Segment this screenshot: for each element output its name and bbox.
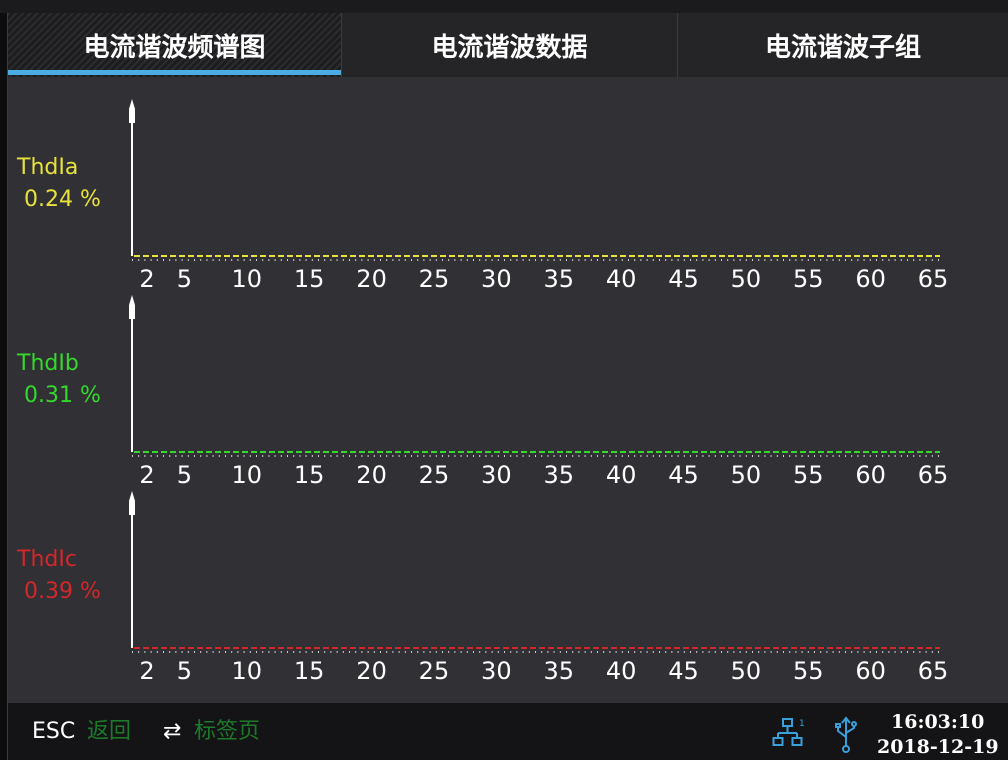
phase-chart-thdic: 2 5 10 15 20 25 30 35 40 45 50 55 60 65 ThdIc 0.39 % [16, 491, 948, 685]
x-tick-label: 10 [232, 657, 263, 685]
x-tick-label: 40 [606, 265, 637, 293]
thd-value-label: 0.39 % [24, 579, 101, 604]
thd-value-label: 0.24 % [24, 187, 101, 212]
tab-harmonic-data[interactable]: 电流谐波数据 [341, 13, 677, 77]
series-name-label: ThdIc [16, 547, 77, 572]
x-tick-label: 2 [139, 265, 154, 293]
x-tick-label: 30 [481, 461, 512, 489]
x-tick-label: 35 [543, 461, 574, 489]
tab-bar: 电流谐波频谱图 电流谐波数据 电流谐波子组 [8, 13, 1008, 77]
harmonic-spectrum-charts: 2 5 10 15 20 25 30 35 40 45 50 55 60 65 ThdIa 0.24 % 2 5 1… [8, 77, 1008, 703]
x-tick-label: 25 [419, 461, 450, 489]
series-name-label: ThdIb [16, 351, 79, 376]
x-tick-label: 2 [139, 657, 154, 685]
x-tick-label: 35 [543, 265, 574, 293]
x-tick-label: 15 [294, 461, 325, 489]
x-tick-label: 45 [668, 657, 699, 685]
tab-label: 电流谐波子组 [764, 32, 921, 63]
x-tick-label: 40 [606, 461, 637, 489]
clock-time: 16:03:10 [891, 711, 985, 733]
x-tick-label: 40 [606, 657, 637, 685]
tab-harmonic-subgroup[interactable]: 电流谐波子组 [677, 13, 1008, 77]
x-tick-label: 10 [232, 265, 263, 293]
tab-harmonic-spectrum[interactable]: 电流谐波频谱图 [8, 13, 341, 77]
swap-arrows-icon: ⇄ [163, 719, 182, 744]
y-axis-arrow [129, 491, 135, 515]
device-screen: 电流谐波频谱图 电流谐波数据 电流谐波子组 2 5 10 15 20 25 30 35 40 45… [8, 13, 1008, 760]
network-icon: 1 [772, 718, 805, 746]
screen-bezel [0, 13, 8, 760]
tab-label: 电流谐波频谱图 [83, 32, 266, 63]
x-tick-label: 55 [793, 461, 824, 489]
clock-date: 2018-12-19 [877, 736, 999, 758]
x-tick-label: 55 [793, 657, 824, 685]
status-bar: ESC 返回 ⇄ 标签页 1 [8, 703, 1008, 760]
x-tick-label: 10 [232, 461, 263, 489]
x-tick-label: 30 [481, 657, 512, 685]
x-tick-label: 25 [419, 657, 450, 685]
x-tick-label: 2 [139, 461, 154, 489]
x-tick-label: 50 [731, 657, 762, 685]
x-tick-label: 60 [855, 461, 886, 489]
x-tick-label: 50 [731, 461, 762, 489]
tab-switch-hint-label: 标签页 [194, 719, 261, 744]
x-tick-label: 50 [731, 265, 762, 293]
x-tick-label: 60 [855, 265, 886, 293]
x-tick-label: 5 [177, 265, 192, 293]
x-tick-label: 20 [356, 657, 387, 685]
x-tick-label: 5 [177, 461, 192, 489]
usb-icon [835, 716, 857, 753]
x-tick-label: 25 [419, 265, 450, 293]
esc-key-hint[interactable]: ESC [32, 719, 76, 744]
svg-text:1: 1 [799, 719, 805, 729]
series-name-label: ThdIa [16, 155, 78, 180]
phase-chart-thdib: 2 5 10 15 20 25 30 35 40 45 50 55 60 65 ThdIb 0.31 % [16, 295, 948, 489]
x-tick-label: 65 [918, 265, 949, 293]
y-axis-arrow [129, 99, 135, 123]
x-tick-label: 35 [543, 657, 574, 685]
x-tick-label: 15 [294, 657, 325, 685]
x-tick-label: 20 [356, 461, 387, 489]
x-tick-label: 5 [177, 657, 192, 685]
x-tick-label: 65 [918, 461, 949, 489]
x-tick-label: 65 [918, 657, 949, 685]
y-axis-arrow [129, 295, 135, 319]
x-tick-label: 45 [668, 461, 699, 489]
x-tick-label: 45 [668, 265, 699, 293]
thd-value-label: 0.31 % [24, 383, 101, 408]
back-hint-label: 返回 [87, 719, 132, 744]
tab-label: 电流谐波数据 [431, 32, 588, 63]
x-tick-label: 15 [294, 265, 325, 293]
x-tick-label: 60 [855, 657, 886, 685]
x-tick-label: 55 [793, 265, 824, 293]
phase-chart-thdia: 2 5 10 15 20 25 30 35 40 45 50 55 60 65 ThdIa 0.24 % [16, 99, 948, 293]
x-tick-label: 20 [356, 265, 387, 293]
x-tick-label: 30 [481, 265, 512, 293]
